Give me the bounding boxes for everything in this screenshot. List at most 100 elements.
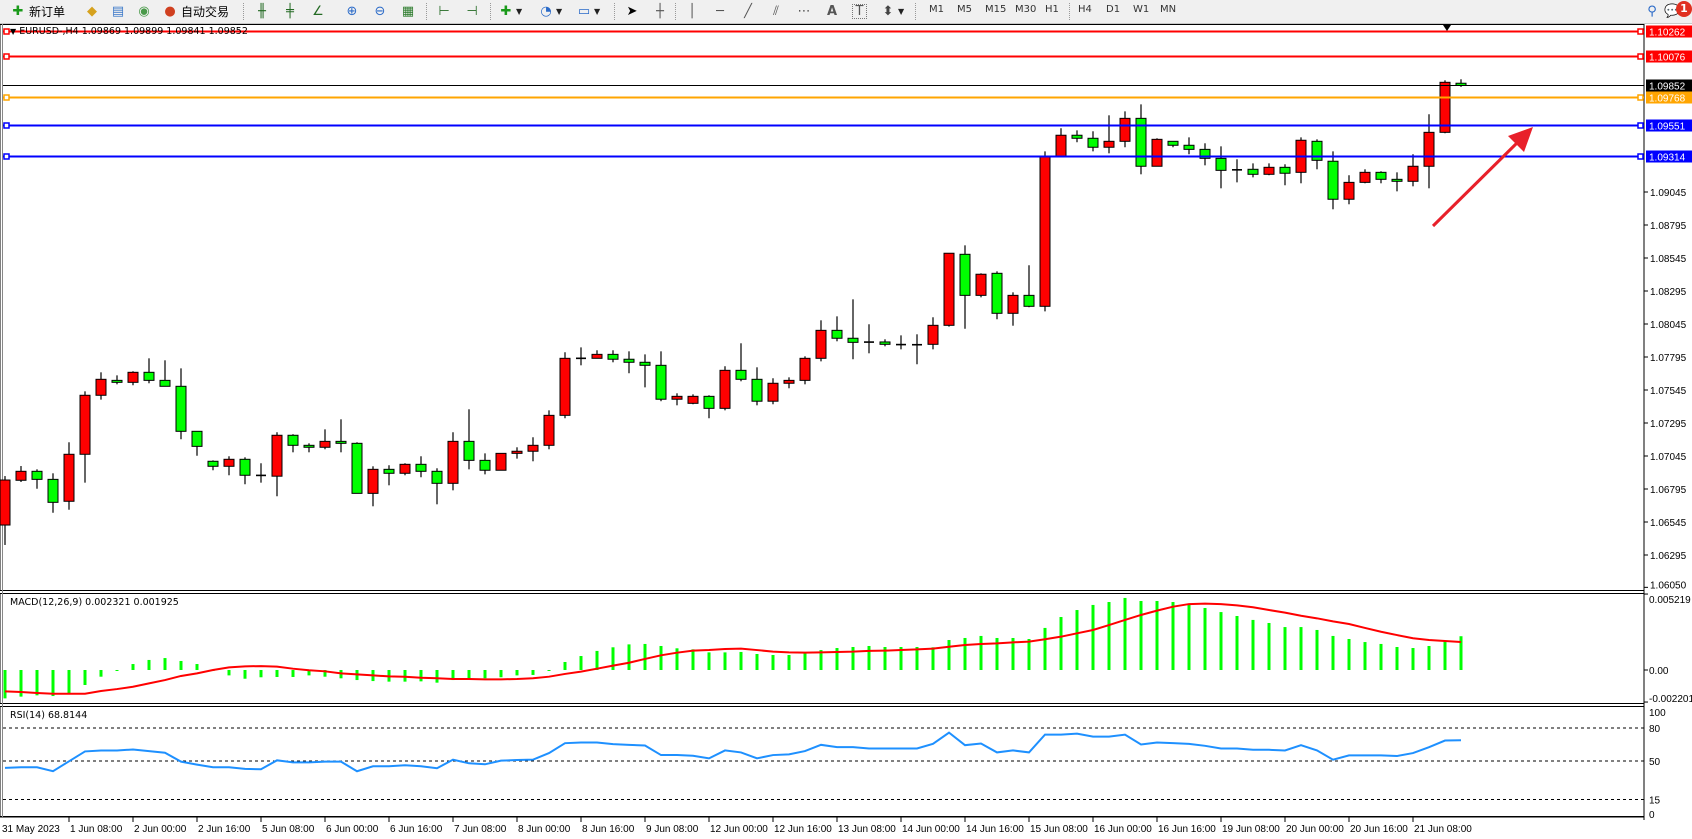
macd-axis-label: -0.002201 [1649,694,1692,705]
candle [864,324,874,354]
candle-body [623,358,635,363]
candle-body [1279,166,1291,174]
auto-scroll-icon: ⊣ [466,3,478,19]
fibonacci-button[interactable]: ⋯ [796,2,812,21]
candle [1119,111,1131,148]
chart-shift-button[interactable]: ⊢ [436,2,452,21]
candle-body [831,329,843,339]
candle [1327,151,1339,210]
candle [799,356,811,385]
arrows-button[interactable]: ⬍ ▼ [880,2,905,21]
indicators-button[interactable]: ✚ ▼ [498,2,523,21]
equidistant-channel-button[interactable]: ⫽ [768,2,784,21]
price-axis-label: 1.08795 [1650,221,1687,232]
time-axis-label: 9 Jun 08:00 [646,824,699,835]
dropdown-arrow-icon: ▼ [556,7,563,16]
candle-body [223,458,235,467]
templates-button[interactable]: ▭ ▼ [576,2,600,21]
timeframe-h4[interactable]: H4 [1078,4,1092,15]
tile-windows-button[interactable]: ▦ [400,2,416,21]
time-axis-label: 6 Jun 00:00 [326,824,379,835]
timeframe-m5[interactable]: M5 [957,4,972,15]
candle [1199,143,1211,166]
terminal-button[interactable]: ▤ [110,2,126,21]
price-line-label: 1.09314 [1649,153,1686,164]
trendline-icon: ╱ [744,3,752,19]
vertical-line-button[interactable]: │ [684,2,700,21]
text-label-button[interactable]: T [852,2,867,21]
search-button[interactable]: ⚲ [1644,2,1660,21]
rsi-label: RSI(14) 68.8144 [10,710,88,721]
timeframe-m1[interactable]: M1 [929,4,944,15]
separator [915,3,918,20]
candle [559,352,571,419]
candle [351,442,363,494]
timeframe-w1[interactable]: W1 [1133,4,1150,15]
macd-histogram-bar [1363,642,1367,670]
candle [896,335,906,350]
candlestick-button[interactable]: ╪ [282,2,298,21]
line-chart-button[interactable]: ∠ [310,2,326,21]
timeframe-d1[interactable]: D1 [1106,4,1121,15]
periods-button[interactable]: ◔ ▼ [538,2,562,21]
candle-body [767,382,779,402]
time-axis-label: 20 Jun 16:00 [1350,824,1408,835]
macd-histogram-bar [675,648,679,670]
price-axis-label: 1.06295 [1650,551,1687,562]
candle-body [671,395,683,400]
bar-chart-button[interactable]: ╫ [254,2,270,21]
timeframe-h1[interactable]: H1 [1045,4,1059,15]
candle-body [31,470,43,480]
zoom-in-button[interactable]: ⊕ [344,2,360,21]
horizontal-line-button[interactable]: ─ [712,2,728,21]
candle [63,442,75,510]
macd-histogram-bar [915,647,919,670]
candle [239,457,251,485]
auto-trading-label: 自动交易 [181,5,230,19]
macd-histogram-bar [435,670,439,683]
price-axis-label: 1.07545 [1650,386,1687,397]
timeframe-m30[interactable]: M30 [1015,4,1037,15]
candle-body [511,450,523,454]
price-axis-label: 1.06545 [1650,518,1687,529]
rsi-axis-label: 100 [1649,708,1666,719]
zoom-in-icon: ⊕ [346,3,358,19]
rsi-axis-label: 0 [1649,810,1655,821]
macd-histogram-bar [1347,638,1351,670]
candle [576,347,586,366]
trendline-button[interactable]: ╱ [740,2,756,21]
candle-body [639,361,651,366]
macd-histogram-bar [787,655,791,670]
candle-body [1023,294,1035,307]
equidistant-channel-icon: ⫽ [773,3,779,19]
auto-trading-button[interactable]: ● 自动交易 [162,2,229,21]
macd-histogram-bar [851,647,855,670]
new-order-button[interactable]: ✚ 新订单 [10,2,65,21]
line-handle-right [1637,28,1644,35]
auto-scroll-button[interactable]: ⊣ [464,2,480,21]
separator [243,3,246,20]
candle-body [1071,134,1083,139]
candle-body [1199,148,1211,159]
macd-histogram-bar [1379,643,1383,670]
crosshair-button[interactable]: ┼ [652,2,668,21]
cursor-button[interactable]: ➤ [624,2,640,21]
macd-axis-label: 0.005219 [1649,595,1691,606]
macd-histogram-bar [3,670,7,699]
candle-body [63,453,75,502]
candle [1167,140,1179,148]
macd-histogram-bar [883,647,887,670]
candle-body [559,357,571,416]
signals-button[interactable]: ◉ [136,2,152,21]
timeframe-m15[interactable]: M15 [985,4,1007,15]
market-watch-button[interactable]: ◆ [84,2,100,21]
price-axis-label: 1.08045 [1650,320,1687,331]
macd-histogram-bar [243,670,247,679]
text-button[interactable]: A [824,2,840,21]
timeframe-mn[interactable]: MN [1160,4,1177,15]
candle-body [447,440,459,484]
zoom-out-button[interactable]: ⊖ [372,2,388,21]
candle-body [495,452,507,471]
macd-histogram-bar [691,649,695,670]
